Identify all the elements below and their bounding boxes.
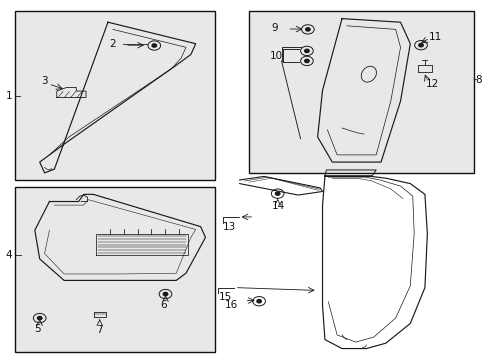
Text: 10: 10: [269, 51, 283, 61]
Circle shape: [275, 192, 279, 195]
Text: 13: 13: [223, 222, 236, 231]
Circle shape: [305, 28, 309, 31]
Text: 14: 14: [271, 201, 285, 211]
Circle shape: [418, 44, 423, 47]
Bar: [15, 187, 215, 352]
Circle shape: [38, 316, 42, 320]
Text: 3: 3: [41, 76, 48, 86]
Circle shape: [304, 59, 308, 63]
Bar: [249, 12, 473, 173]
Text: 12: 12: [425, 79, 438, 89]
Text: 4: 4: [5, 250, 12, 260]
Text: 9: 9: [271, 23, 277, 33]
Bar: [15, 12, 215, 180]
Text: 5: 5: [34, 324, 41, 334]
Text: 11: 11: [428, 32, 441, 41]
Circle shape: [152, 44, 156, 47]
Circle shape: [304, 49, 308, 53]
Text: 7: 7: [96, 325, 102, 334]
Text: 1: 1: [5, 91, 12, 101]
Text: 15: 15: [219, 292, 232, 302]
Circle shape: [163, 292, 167, 296]
Text: 6: 6: [160, 300, 167, 310]
Circle shape: [256, 300, 261, 303]
Text: 2: 2: [109, 39, 115, 49]
Text: 8: 8: [475, 75, 481, 85]
Text: 16: 16: [224, 300, 238, 310]
